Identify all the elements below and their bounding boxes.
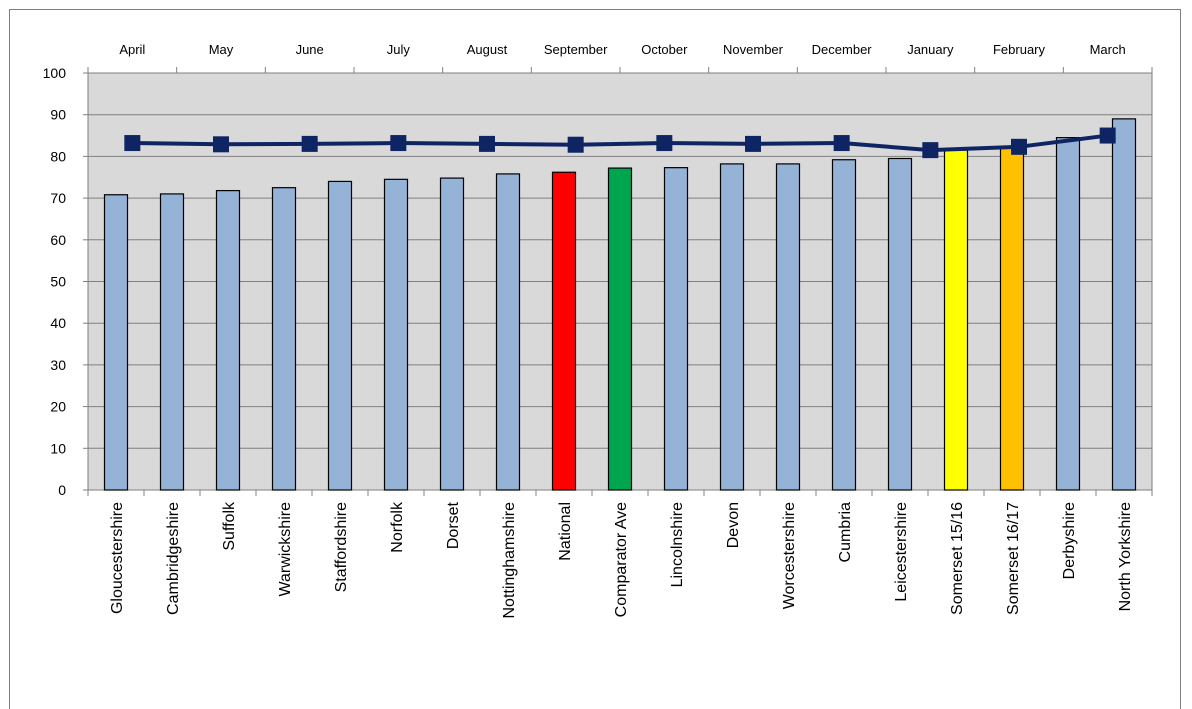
line-series bbox=[124, 127, 1116, 159]
x-category-label: Leicestershire bbox=[893, 502, 910, 602]
top-month-label: March bbox=[1090, 42, 1126, 57]
x-category-label: Gloucestershire bbox=[109, 502, 126, 614]
bar bbox=[1111, 118, 1137, 491]
x-category-label: Cumbria bbox=[837, 502, 854, 563]
y-tick-label: 40 bbox=[50, 315, 66, 331]
chart-frame bbox=[9, 9, 1181, 709]
top-month-label: May bbox=[209, 42, 234, 57]
bar bbox=[943, 149, 969, 491]
y-tick-label: 30 bbox=[50, 357, 66, 373]
y-tick-label: 20 bbox=[50, 399, 66, 415]
x-category-label: National bbox=[557, 502, 574, 561]
x-category-label: Dorset bbox=[445, 501, 462, 549]
x-category-label: Norfolk bbox=[389, 501, 406, 553]
bar bbox=[159, 193, 185, 491]
top-month-label: April bbox=[119, 42, 145, 57]
y-axis-tick-labels: 0 10 20 30 40 50 60 70 80 90 100 bbox=[43, 65, 67, 498]
bar bbox=[383, 178, 409, 491]
bar bbox=[1055, 137, 1081, 491]
bar bbox=[719, 163, 745, 491]
line-point-marker bbox=[213, 136, 229, 153]
x-category-label: Devon bbox=[725, 502, 742, 548]
bar bbox=[439, 177, 465, 491]
x-category-label: Nottinghamshire bbox=[501, 502, 518, 619]
y-tick-label: 10 bbox=[50, 440, 66, 456]
x-category-label: North Yorkshire bbox=[1117, 502, 1134, 611]
bar-series bbox=[103, 118, 1137, 491]
y-tick-label: 80 bbox=[50, 148, 66, 164]
bar bbox=[327, 180, 353, 491]
y-tick-label: 100 bbox=[43, 65, 67, 81]
x-category-label: Somerset 15/16 bbox=[949, 502, 966, 615]
x-category-label: Derbyshire bbox=[1061, 502, 1078, 579]
top-month-label: November bbox=[723, 42, 784, 57]
top-month-label: August bbox=[467, 42, 508, 57]
top-month-label: February bbox=[993, 42, 1046, 57]
x-category-label: Cambridgeshire bbox=[165, 502, 182, 615]
bar bbox=[495, 173, 521, 491]
line-point-marker bbox=[479, 135, 495, 152]
x-category-label: Staffordshire bbox=[333, 502, 350, 593]
y-tick-label: 70 bbox=[50, 190, 66, 206]
top-month-label: September bbox=[544, 42, 608, 57]
line-point-marker bbox=[1099, 127, 1116, 144]
x-category-label: Comparator Ave bbox=[613, 502, 630, 617]
x-category-label: Suffolk bbox=[221, 501, 238, 551]
line-point-marker bbox=[390, 135, 407, 152]
bar bbox=[215, 189, 241, 491]
top-month-label: June bbox=[296, 42, 324, 57]
top-month-label: January bbox=[907, 42, 954, 57]
top-month-label: October bbox=[641, 42, 688, 57]
top-month-label: December bbox=[812, 42, 873, 57]
line-series-path bbox=[132, 133, 1108, 153]
y-tick-label: 50 bbox=[50, 274, 66, 290]
line-point-marker bbox=[1011, 138, 1027, 155]
line-point-marker bbox=[745, 135, 761, 152]
x-axis-category-labels: Gloucestershire Cambridgeshire Suffolk Warw… bbox=[109, 501, 1134, 619]
bar bbox=[271, 187, 297, 491]
bar bbox=[831, 159, 857, 491]
line-point-marker bbox=[124, 135, 141, 152]
x-category-label: Worcestershire bbox=[781, 502, 798, 609]
bar bbox=[551, 171, 577, 491]
y-tick-label: 90 bbox=[50, 107, 66, 123]
x-category-label: Somerset 16/17 bbox=[1005, 502, 1022, 615]
line-point-marker bbox=[301, 135, 318, 152]
y-tick-label: 60 bbox=[50, 232, 66, 248]
axes bbox=[83, 72, 1153, 496]
bar bbox=[999, 147, 1025, 491]
line-point-marker bbox=[833, 135, 850, 152]
y-tick-label: 0 bbox=[58, 482, 66, 498]
bar bbox=[887, 157, 913, 491]
bar bbox=[103, 194, 129, 491]
top-axis: April May June July August September October No… bbox=[87, 42, 1153, 73]
x-category-label: Warwickshire bbox=[277, 502, 294, 597]
top-month-label: July bbox=[387, 42, 411, 57]
bar bbox=[607, 167, 633, 491]
line-point-marker bbox=[656, 135, 673, 152]
line-point-marker bbox=[567, 136, 584, 153]
bar bbox=[775, 163, 801, 491]
bar bbox=[663, 167, 689, 491]
line-point-marker bbox=[922, 142, 939, 159]
x-category-label: Lincolnshire bbox=[669, 502, 686, 587]
